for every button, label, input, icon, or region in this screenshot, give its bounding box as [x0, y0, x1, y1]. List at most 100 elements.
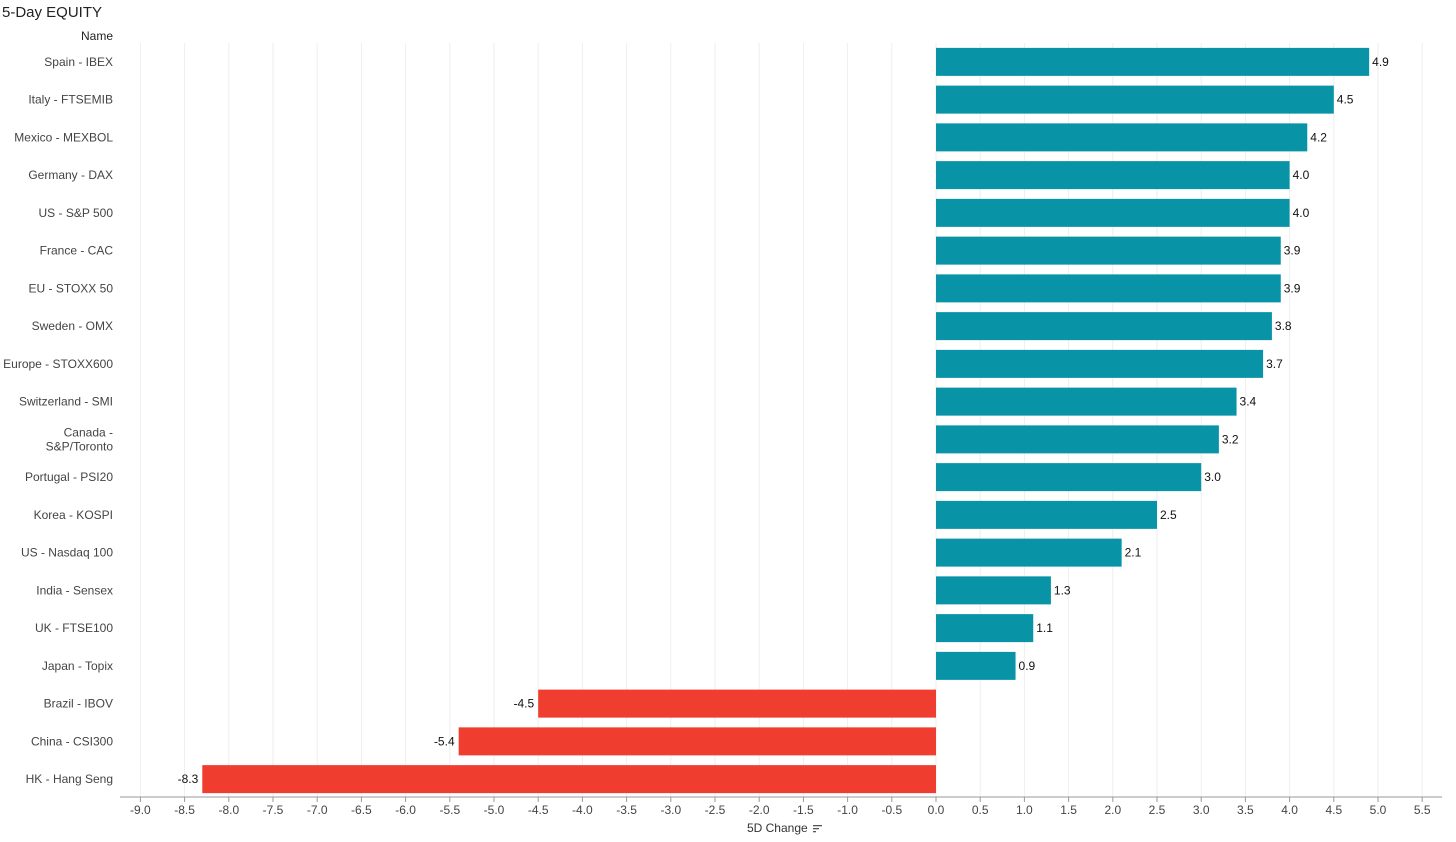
value-label: 3.7 [1266, 357, 1283, 371]
category-label: France - CAC [40, 244, 114, 258]
bar [936, 349, 1264, 378]
sort-descending-icon[interactable] [813, 824, 823, 833]
tick-label: 4.5 [1325, 803, 1342, 817]
value-label: 4.5 [1337, 93, 1354, 107]
value-label: 3.0 [1204, 470, 1221, 484]
value-label: 4.9 [1372, 55, 1389, 69]
tick-label: -5.5 [439, 803, 460, 817]
value-label: -4.5 [514, 697, 535, 711]
category-label: Mexico - MEXBOL [14, 130, 113, 144]
category-label: Korea - KOSPI [34, 508, 113, 522]
tick-label: -2.5 [705, 803, 726, 817]
bar [458, 727, 936, 756]
category-labels: Spain - IBEX Italy - FTSEMIB Mexico - MEXB… [3, 55, 113, 786]
bar [538, 689, 936, 718]
bar [936, 651, 1016, 680]
tick-label: 5.5 [1414, 803, 1431, 817]
category-label: Europe - STOXX600 [3, 357, 113, 371]
bar [936, 236, 1281, 265]
x-axis-title-text: 5D Change [746, 821, 808, 835]
category-label: Spain - IBEX [44, 55, 113, 69]
value-label: -8.3 [178, 772, 199, 786]
tick-label: -3.0 [660, 803, 681, 817]
value-label: 1.1 [1036, 621, 1053, 635]
bar [936, 425, 1219, 454]
tick-label: 2.5 [1149, 803, 1166, 817]
x-axis-ticks: -9.0 -8.5 -8.0 -7.5 -7.0 -6.5 -6.0 -5.5 -5.0 -4.5… [120, 796, 1442, 817]
tick-label: 0.0 [928, 803, 945, 817]
tick-label: -6.5 [351, 803, 372, 817]
tick-label: 2.0 [1104, 803, 1121, 817]
category-label: Canada -S&P/Toronto [46, 425, 114, 453]
bar [936, 576, 1051, 605]
bar [936, 463, 1202, 492]
bar [936, 614, 1034, 643]
value-label: 0.9 [1019, 659, 1036, 673]
category-label: Japan - Topix [42, 659, 113, 673]
value-labels: 4.9 4.5 4.2 4.0 4.0 3.9 3.9 3.8 3.7 3.4 3.2 3.0 2.5 2… [178, 55, 1390, 786]
category-label: Sweden - OMX [32, 319, 113, 333]
bar [936, 312, 1272, 341]
bars [202, 47, 1370, 794]
x-axis-title[interactable]: 5D Change [700, 821, 870, 835]
value-label: 3.9 [1284, 281, 1301, 295]
value-label: 1.3 [1054, 583, 1071, 597]
category-label: EU - STOXX 50 [29, 281, 114, 295]
tick-label: -5.0 [484, 803, 505, 817]
row-header: Name [80, 29, 113, 43]
category-label: Switzerland - SMI [19, 395, 113, 409]
tick-label: -2.0 [749, 803, 770, 817]
value-label: 3.2 [1222, 432, 1239, 446]
value-label: 2.1 [1125, 546, 1142, 560]
bar [202, 765, 936, 794]
value-label: 4.0 [1293, 168, 1310, 182]
tick-label: 5.0 [1370, 803, 1387, 817]
grid-lines [139, 43, 1423, 797]
tick-label: -0.5 [881, 803, 902, 817]
tick-label: 3.5 [1237, 803, 1254, 817]
tick-label: -7.0 [307, 803, 328, 817]
category-label: Portugal - PSI20 [25, 470, 113, 484]
bar [936, 161, 1290, 190]
bar [936, 85, 1334, 114]
tick-label: 4.0 [1281, 803, 1298, 817]
bar [936, 47, 1370, 76]
chart-title: 5-Day EQUITY [2, 4, 103, 21]
tick-label: 1.0 [1016, 803, 1033, 817]
category-label: HK - Hang Seng [26, 772, 113, 786]
tick-label: -6.0 [395, 803, 416, 817]
category-label: Germany - DAX [28, 168, 113, 182]
bar [936, 500, 1157, 529]
value-label: 3.8 [1275, 319, 1292, 333]
bar [936, 198, 1290, 227]
value-label: 2.5 [1160, 508, 1177, 522]
value-label: -5.4 [434, 734, 455, 748]
category-label: Italy - FTSEMIB [28, 93, 113, 107]
tick-label: 0.5 [972, 803, 989, 817]
category-label: India - Sensex [36, 583, 113, 597]
bar [936, 387, 1237, 416]
bar [936, 274, 1281, 303]
tick-label: -1.0 [837, 803, 858, 817]
bar [936, 538, 1122, 567]
value-label: 3.9 [1284, 244, 1301, 258]
tick-label: -7.5 [263, 803, 284, 817]
tick-label: -4.0 [572, 803, 593, 817]
category-label: Brazil - IBOV [44, 697, 113, 711]
tick-label: 1.5 [1060, 803, 1077, 817]
tick-label: 3.0 [1193, 803, 1210, 817]
category-label: UK - FTSE100 [35, 621, 113, 635]
tick-label: -3.5 [616, 803, 637, 817]
tick-label: -8.0 [218, 803, 239, 817]
tick-label: -8.5 [174, 803, 195, 817]
tick-label: -4.5 [528, 803, 549, 817]
category-label: China - CSI300 [31, 734, 113, 748]
value-label: 4.0 [1293, 206, 1310, 220]
category-label: US - S&P 500 [39, 206, 114, 220]
tick-label: -9.0 [130, 803, 151, 817]
category-label: US - Nasdaq 100 [21, 546, 113, 560]
tick-label: -1.5 [793, 803, 814, 817]
bar [936, 123, 1308, 152]
value-label: 4.2 [1310, 130, 1327, 144]
